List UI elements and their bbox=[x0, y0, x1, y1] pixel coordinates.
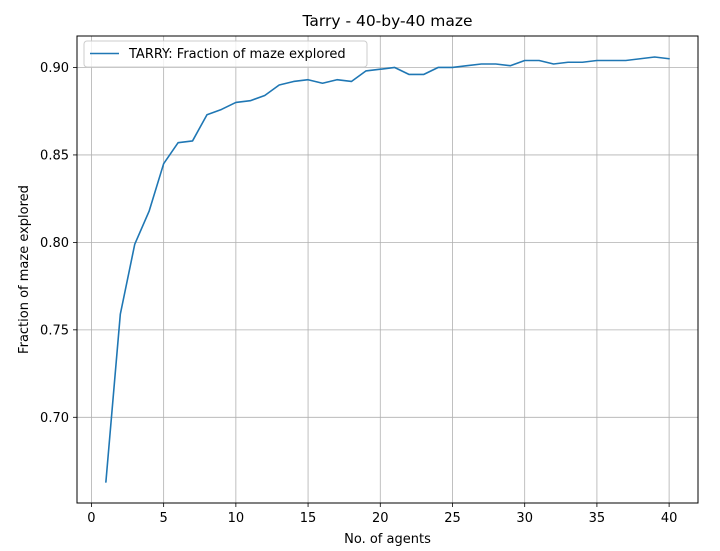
x-tick-label: 15 bbox=[300, 511, 317, 526]
x-axis-label: No. of agents bbox=[344, 532, 431, 547]
y-tick-label: 0.85 bbox=[40, 148, 69, 163]
x-axis-ticks: 0 5 10 15 20 25 30 35 40 bbox=[87, 503, 677, 526]
grid bbox=[77, 36, 698, 503]
y-axis-ticks: 0.70 0.75 0.80 0.85 0.90 bbox=[40, 61, 77, 426]
y-tick-label: 0.80 bbox=[40, 236, 69, 251]
x-tick-label: 30 bbox=[516, 511, 533, 526]
x-tick-label: 5 bbox=[160, 511, 168, 526]
legend-label: TARRY: Fraction of maze explored bbox=[128, 47, 346, 62]
axes-frame bbox=[76, 35, 699, 504]
legend-box bbox=[83, 40, 368, 68]
chart-title: Tarry - 40-by-40 maze bbox=[301, 12, 472, 30]
x-tick-label: 0 bbox=[87, 511, 95, 526]
y-tick-label: 0.90 bbox=[40, 61, 69, 76]
y-tick-label: 0.70 bbox=[40, 411, 69, 426]
x-tick-label: 10 bbox=[228, 511, 245, 526]
y-tick-label: 0.75 bbox=[40, 323, 69, 338]
x-tick-label: 35 bbox=[589, 511, 606, 526]
series-layer bbox=[105, 56, 670, 483]
x-tick-label: 40 bbox=[661, 511, 678, 526]
x-tick-label: 25 bbox=[444, 511, 461, 526]
series-line bbox=[105, 56, 670, 483]
x-tick-label: 20 bbox=[372, 511, 389, 526]
y-axis-label: Fraction of maze explored bbox=[17, 185, 32, 354]
legend: TARRY: Fraction of maze explored bbox=[83, 40, 368, 68]
